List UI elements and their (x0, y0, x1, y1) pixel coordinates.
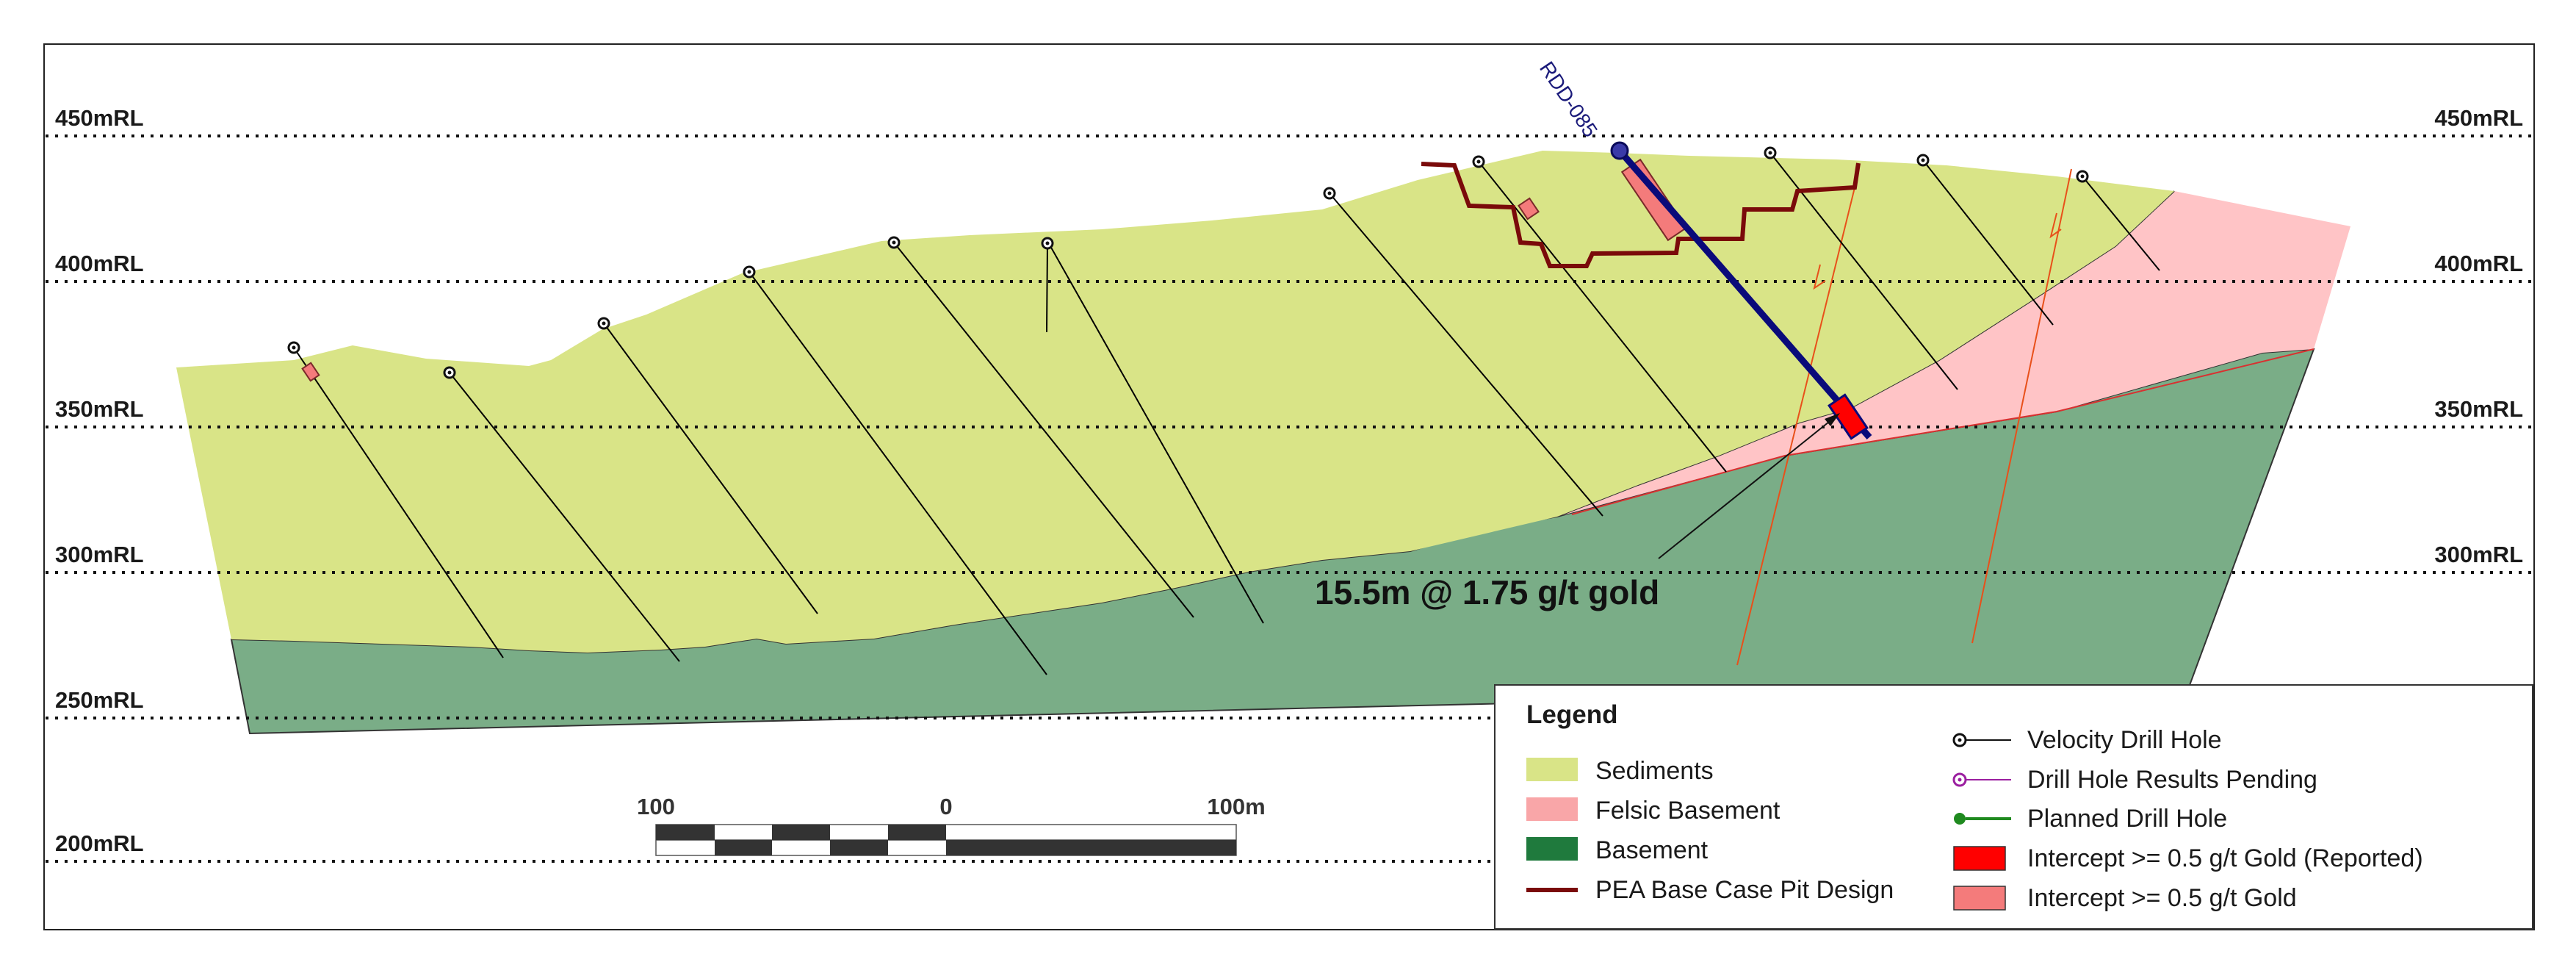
rl-label-250-left: 250mRL (55, 687, 144, 713)
legend-basement: Basement (1595, 836, 1709, 864)
scale-label-zero: 0 (939, 794, 952, 819)
sediments-swatch (1526, 758, 1578, 781)
arrowhead-icon (1825, 413, 1840, 426)
rl-label-450-left: 450mRL (55, 105, 144, 131)
legend-felsic: Felsic Basement (1595, 797, 1781, 825)
planned-hole-icon (1954, 813, 1966, 825)
legend-title: Legend (1526, 700, 1617, 729)
reported-intercept-swatch (1953, 846, 2006, 871)
legend-velocity-hole: Velocity Drill Hole (2027, 726, 2222, 754)
scale-label-left: 100 (637, 794, 675, 819)
rl-label-400-right: 400mRL (2434, 251, 2523, 276)
rl-label-350-left: 350mRL (55, 396, 144, 422)
intercept-annotation: 15.5m @ 1.75 g/t gold (1315, 573, 1659, 611)
legend-box (1494, 684, 2533, 930)
intercept-reported (1828, 393, 1869, 440)
legend: Legend Sediments Felsic Basement Basemen… (1494, 684, 2533, 930)
legend-sediments: Sediments (1595, 757, 1714, 785)
intercept-small-1 (301, 362, 320, 382)
planned-drill-hole-trace (1617, 148, 1872, 439)
drill-hole-collar-dots (292, 151, 2085, 375)
felsic-swatch (1526, 797, 1578, 821)
sediments-unit (176, 151, 2174, 653)
felsic-basement-unit (1557, 191, 2350, 517)
scale-label-right: 100m (1207, 794, 1265, 819)
basement-swatch (1526, 837, 1578, 861)
intercept-swatch (1953, 886, 2006, 911)
rl-label-300-right: 300mRL (2434, 542, 2523, 567)
felsic-basement-contact (1571, 348, 2315, 515)
velocity-drill-holes (293, 152, 2160, 675)
rl-label-300-left: 300mRL (55, 542, 144, 567)
planned-hole-collar-icon (1610, 141, 1629, 160)
scale-bar: 100 0 100m (637, 794, 1266, 856)
intercept-small-2 (1517, 197, 1540, 220)
intercept-leader-line (1658, 418, 1833, 559)
pea-pit-design (1421, 162, 1861, 268)
faults (1736, 168, 2072, 666)
legend-intercept: Intercept >= 0.5 g/t Gold (2027, 884, 2297, 912)
rl-label-350-right: 350mRL (2434, 396, 2523, 422)
rl-label-450-right: 450mRL (2434, 105, 2523, 131)
legend-planned-hole: Planned Drill Hole (2027, 805, 2227, 833)
legend-reported-intercept: Intercept >= 0.5 g/t Gold (Reported) (2027, 844, 2423, 872)
rl-label-400-left: 400mRL (55, 251, 144, 276)
rl-label-200-left: 200mRL (55, 830, 144, 856)
legend-pit: PEA Base Case Pit Design (1595, 876, 1894, 904)
legend-pending-hole: Drill Hole Results Pending (2027, 766, 2317, 794)
